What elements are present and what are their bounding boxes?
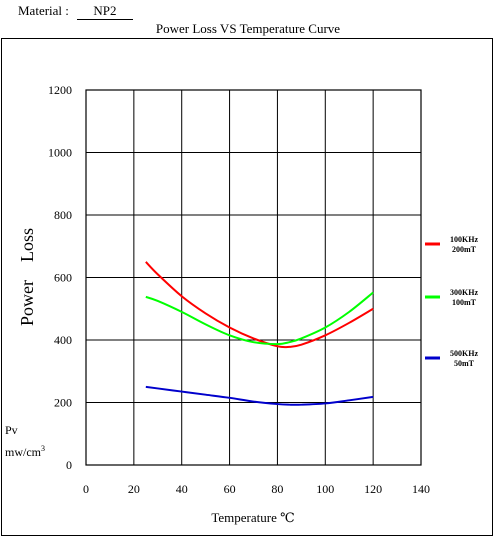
y-tick-label: 1200: [48, 83, 72, 97]
x-tick-label: 120: [364, 482, 382, 496]
legend-label-0-line1: 100KHz: [450, 235, 478, 244]
x-tick-label: 100: [316, 482, 334, 496]
y-unit-pv: Pv: [5, 423, 18, 437]
material-line: Material : NP2: [18, 3, 133, 20]
chart-frame: [1, 38, 493, 536]
legend-label-1-line1: 300KHz: [450, 288, 478, 297]
legend-label-1-line2: 100mT: [452, 298, 477, 307]
x-axis-label: Temperature ℃: [211, 510, 294, 525]
chart-title: Power Loss VS Temperature Curve: [155, 21, 341, 36]
y-unit-mwcm: mw/cm3: [5, 444, 45, 459]
x-tick-label: 60: [224, 482, 236, 496]
y-tick-label: 600: [54, 271, 72, 285]
x-tick-label: 20: [128, 482, 140, 496]
y-tick-label: 0: [66, 458, 72, 472]
x-tick-label: 80: [271, 482, 283, 496]
x-tick-label: 140: [412, 482, 430, 496]
legend-label-2-line2: 50mT: [454, 359, 475, 368]
y-tick-label: 1000: [48, 146, 72, 160]
y-tick-label: 400: [54, 333, 72, 347]
series-line-2: [145, 385, 374, 406]
grid: [85, 89, 422, 466]
y-unit-sup: 3: [41, 444, 45, 453]
legend-label-2-line1: 500KHz: [450, 349, 478, 358]
series-line-0: [145, 261, 374, 349]
y-unit-base: mw/cm: [5, 445, 42, 459]
material-value: NP2: [76, 3, 133, 20]
legend-label-0-line2: 200mT: [452, 245, 477, 254]
x-tick-labels: 0 20 40 60 80 100 120 140: [83, 482, 430, 496]
material-label: Material :: [18, 3, 69, 18]
series-lines: [145, 261, 374, 406]
y-tick-labels: 0 200 400 600 800 1000 1200: [48, 83, 72, 472]
x-tick-label: 0: [83, 482, 89, 496]
plot-area: [85, 89, 422, 466]
y-tick-label: 800: [54, 208, 72, 222]
x-tick-label: 40: [176, 482, 188, 496]
y-axis-label: Power Loss: [17, 228, 37, 326]
y-tick-label: 200: [54, 396, 72, 410]
series-line-1: [145, 291, 374, 346]
